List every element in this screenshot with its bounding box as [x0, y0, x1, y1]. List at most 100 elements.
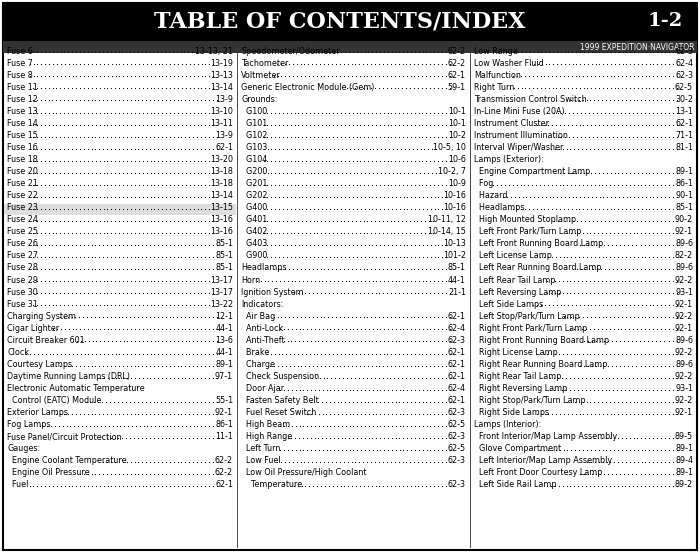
Text: Cigar Lighter: Cigar Lighter [7, 324, 59, 333]
Text: 12-1: 12-1 [215, 312, 233, 321]
Text: 92-2: 92-2 [675, 372, 693, 381]
Text: Control (EATC) Module: Control (EATC) Module [7, 396, 101, 405]
Text: Door Ajar: Door Ajar [241, 384, 284, 393]
Text: 89-1: 89-1 [675, 468, 693, 477]
Text: 86-1: 86-1 [215, 420, 233, 429]
Text: 59-1: 59-1 [448, 83, 466, 92]
Text: 92-1: 92-1 [675, 408, 693, 417]
Text: 13-17: 13-17 [210, 288, 233, 296]
Text: Malfunction: Malfunction [474, 71, 521, 80]
Text: G104: G104 [241, 155, 267, 164]
Text: Fuel Reset Switch: Fuel Reset Switch [241, 408, 316, 417]
Text: 92-2: 92-2 [675, 312, 693, 321]
Text: 13-18: 13-18 [210, 179, 233, 188]
Text: Fuse 25: Fuse 25 [7, 227, 38, 236]
Text: 13-16: 13-16 [210, 227, 233, 236]
Text: In-Line Mini Fuse (20A): In-Line Mini Fuse (20A) [474, 107, 565, 116]
Text: 62-3: 62-3 [675, 71, 693, 80]
Text: 89-4: 89-4 [675, 456, 693, 465]
Text: G202: G202 [241, 191, 267, 200]
Text: 89-2: 89-2 [675, 481, 693, 489]
Text: Fuse 12: Fuse 12 [7, 95, 38, 104]
Text: Speedometer/Odometer: Speedometer/Odometer [241, 46, 340, 56]
Text: 101-2: 101-2 [443, 252, 466, 260]
Text: Exterior Lamps: Exterior Lamps [7, 408, 68, 417]
Text: 10-5, 10: 10-5, 10 [433, 143, 466, 152]
Text: Engine Oil Pressure: Engine Oil Pressure [7, 468, 90, 477]
Text: Left Front Running Board Lamp: Left Front Running Board Lamp [474, 239, 603, 248]
Text: Right Rear Tail Lamp: Right Rear Tail Lamp [474, 372, 561, 381]
Text: Instrument Cluster: Instrument Cluster [474, 119, 549, 128]
Text: 62-1: 62-1 [448, 396, 466, 405]
Text: 62-1: 62-1 [448, 360, 466, 369]
Text: Right Stop/Park/Turn Lamp: Right Stop/Park/Turn Lamp [474, 396, 586, 405]
Text: 85-1: 85-1 [215, 252, 233, 260]
Text: Fog Lamps: Fog Lamps [7, 420, 50, 429]
Text: G201: G201 [241, 179, 267, 188]
Text: Right Side Lamps: Right Side Lamps [474, 408, 549, 417]
Text: Temperature: Temperature [241, 481, 302, 489]
Text: Engine Coolant Temperature: Engine Coolant Temperature [7, 456, 127, 465]
Text: 89-1: 89-1 [675, 167, 693, 176]
Text: 10-1: 10-1 [448, 107, 466, 116]
Text: 93-1: 93-1 [675, 384, 693, 393]
Text: 13-16: 13-16 [210, 215, 233, 225]
Text: Right Rear Running Board Lamp: Right Rear Running Board Lamp [474, 360, 608, 369]
Text: Glove Compartment: Glove Compartment [474, 444, 561, 453]
Text: 10-6: 10-6 [448, 155, 466, 164]
Text: 89-1: 89-1 [215, 360, 233, 369]
Text: Left Side Lamps: Left Side Lamps [474, 300, 543, 309]
Text: Transmission Control Switch: Transmission Control Switch [474, 95, 587, 104]
Text: G102: G102 [241, 131, 267, 140]
Text: Clock: Clock [7, 348, 29, 357]
Text: Left Turn: Left Turn [241, 444, 281, 453]
Text: 13-14: 13-14 [210, 83, 233, 92]
Text: 62-3: 62-3 [448, 456, 466, 465]
Text: 13-1: 13-1 [675, 107, 693, 116]
Bar [4, 204, 236, 215]
Text: Indicators:: Indicators: [241, 300, 284, 309]
Text: G100: G100 [241, 107, 267, 116]
Text: G103: G103 [241, 143, 267, 152]
Text: Fuse 11: Fuse 11 [7, 83, 38, 92]
Text: 62-1: 62-1 [448, 312, 466, 321]
Text: G403: G403 [241, 239, 267, 248]
Text: 13-20: 13-20 [210, 155, 233, 164]
Text: Headlamps: Headlamps [474, 204, 524, 212]
Text: Generic Electronic Module (Gem): Generic Electronic Module (Gem) [241, 83, 374, 92]
Text: 13-15: 13-15 [210, 204, 233, 212]
Text: 13-9: 13-9 [215, 131, 233, 140]
Text: Charging System: Charging System [7, 312, 76, 321]
Text: Grounds:: Grounds: [241, 95, 277, 104]
Text: 62-1: 62-1 [215, 143, 233, 152]
Text: Anti-Theft: Anti-Theft [241, 336, 285, 345]
Text: TABLE OF CONTENTS/INDEX: TABLE OF CONTENTS/INDEX [154, 11, 526, 32]
Text: 90-2: 90-2 [675, 215, 693, 225]
Text: Left License Lamp: Left License Lamp [474, 252, 552, 260]
Text: 92-1: 92-1 [215, 408, 233, 417]
Text: Right Turn: Right Turn [474, 83, 514, 92]
Text: Left Stop/Park/Turn Lamp: Left Stop/Park/Turn Lamp [474, 312, 580, 321]
Text: Electronic Automatic Temperature: Electronic Automatic Temperature [7, 384, 145, 393]
Text: Fuse 21: Fuse 21 [7, 179, 38, 188]
Text: Circuit Breaker 601: Circuit Breaker 601 [7, 336, 85, 345]
Text: Headlamps: Headlamps [241, 263, 286, 273]
Text: 62-3: 62-3 [448, 336, 466, 345]
Text: 10-11, 12: 10-11, 12 [428, 215, 466, 225]
Text: Fuse 7: Fuse 7 [7, 59, 33, 67]
Text: 10-16: 10-16 [443, 204, 466, 212]
Text: Right Reversing Lamp: Right Reversing Lamp [474, 384, 567, 393]
Text: 10-2, 7: 10-2, 7 [438, 167, 466, 176]
Text: Anti-Lock: Anti-Lock [241, 324, 284, 333]
Text: Air Bag: Air Bag [241, 312, 275, 321]
Text: 44-1: 44-1 [448, 275, 466, 285]
Text: Low Range: Low Range [474, 46, 518, 56]
Text: Fuse 22: Fuse 22 [7, 191, 38, 200]
Text: 10-14, 15: 10-14, 15 [428, 227, 466, 236]
Text: Courtesy Lamps: Courtesy Lamps [7, 360, 72, 369]
Text: 62-4: 62-4 [675, 59, 693, 67]
Text: G200: G200 [241, 167, 267, 176]
Text: Right Front Running Board Lamp: Right Front Running Board Lamp [474, 336, 609, 345]
Text: Hazard: Hazard [474, 191, 508, 200]
Text: Left Front Door Courtesy Lamp: Left Front Door Courtesy Lamp [474, 468, 603, 477]
